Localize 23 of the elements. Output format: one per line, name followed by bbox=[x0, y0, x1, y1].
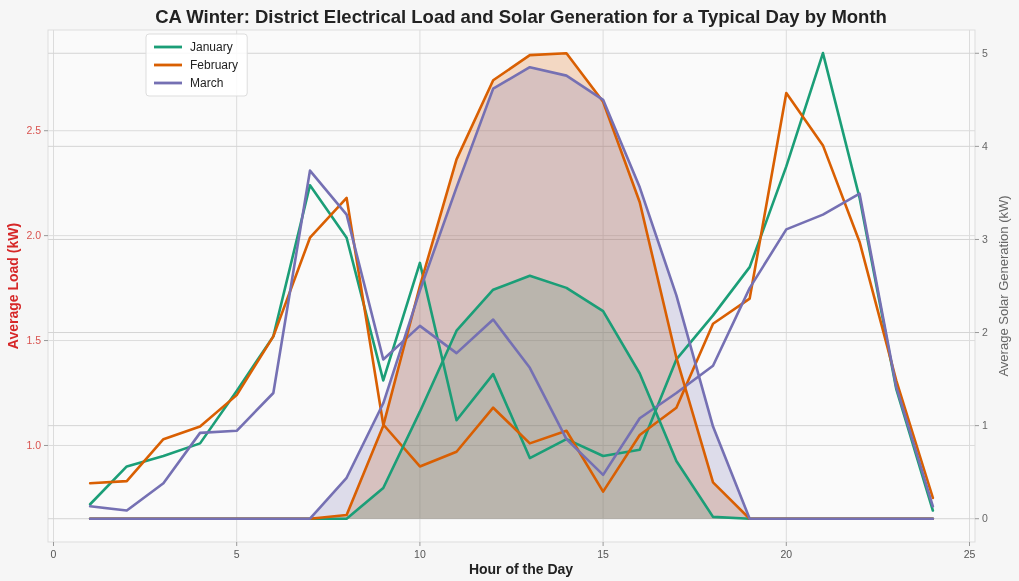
legend-label: January bbox=[190, 40, 233, 55]
y2-tick-label: 2 bbox=[982, 326, 988, 339]
y2-tick-label: 5 bbox=[982, 46, 988, 59]
chart-title: CA Winter: District Electrical Load and Solar Generation for a Typical Day by Month bbox=[155, 6, 887, 27]
x-tick-label: 25 bbox=[963, 548, 976, 560]
y-tick-label: 1.0 bbox=[26, 439, 42, 452]
x-tick-label: 10 bbox=[414, 548, 426, 560]
y-tick-label: 2.5 bbox=[26, 124, 42, 137]
y-axis-title: Average Load (kW) bbox=[5, 222, 21, 350]
legend-label: March bbox=[190, 76, 224, 91]
x-tick-label: 5 bbox=[233, 548, 240, 560]
y2-axis-title: Average Solar Generation (kW) bbox=[996, 195, 1011, 377]
y2-tick-label: 4 bbox=[982, 140, 988, 153]
y-tick-label: 2.0 bbox=[26, 229, 42, 242]
y-tick-label: 1.5 bbox=[26, 334, 42, 347]
y2-tick-label: 0 bbox=[982, 512, 988, 525]
x-tick-label: 15 bbox=[597, 548, 610, 560]
y2-tick-label: 3 bbox=[982, 233, 988, 246]
y2-tick-label: 1 bbox=[982, 419, 988, 432]
x-tick-label: 20 bbox=[780, 548, 793, 560]
legend-label: February bbox=[190, 58, 239, 73]
x-tick-label: 0 bbox=[50, 548, 57, 560]
x-axis-title: Hour of the Day bbox=[468, 561, 574, 577]
